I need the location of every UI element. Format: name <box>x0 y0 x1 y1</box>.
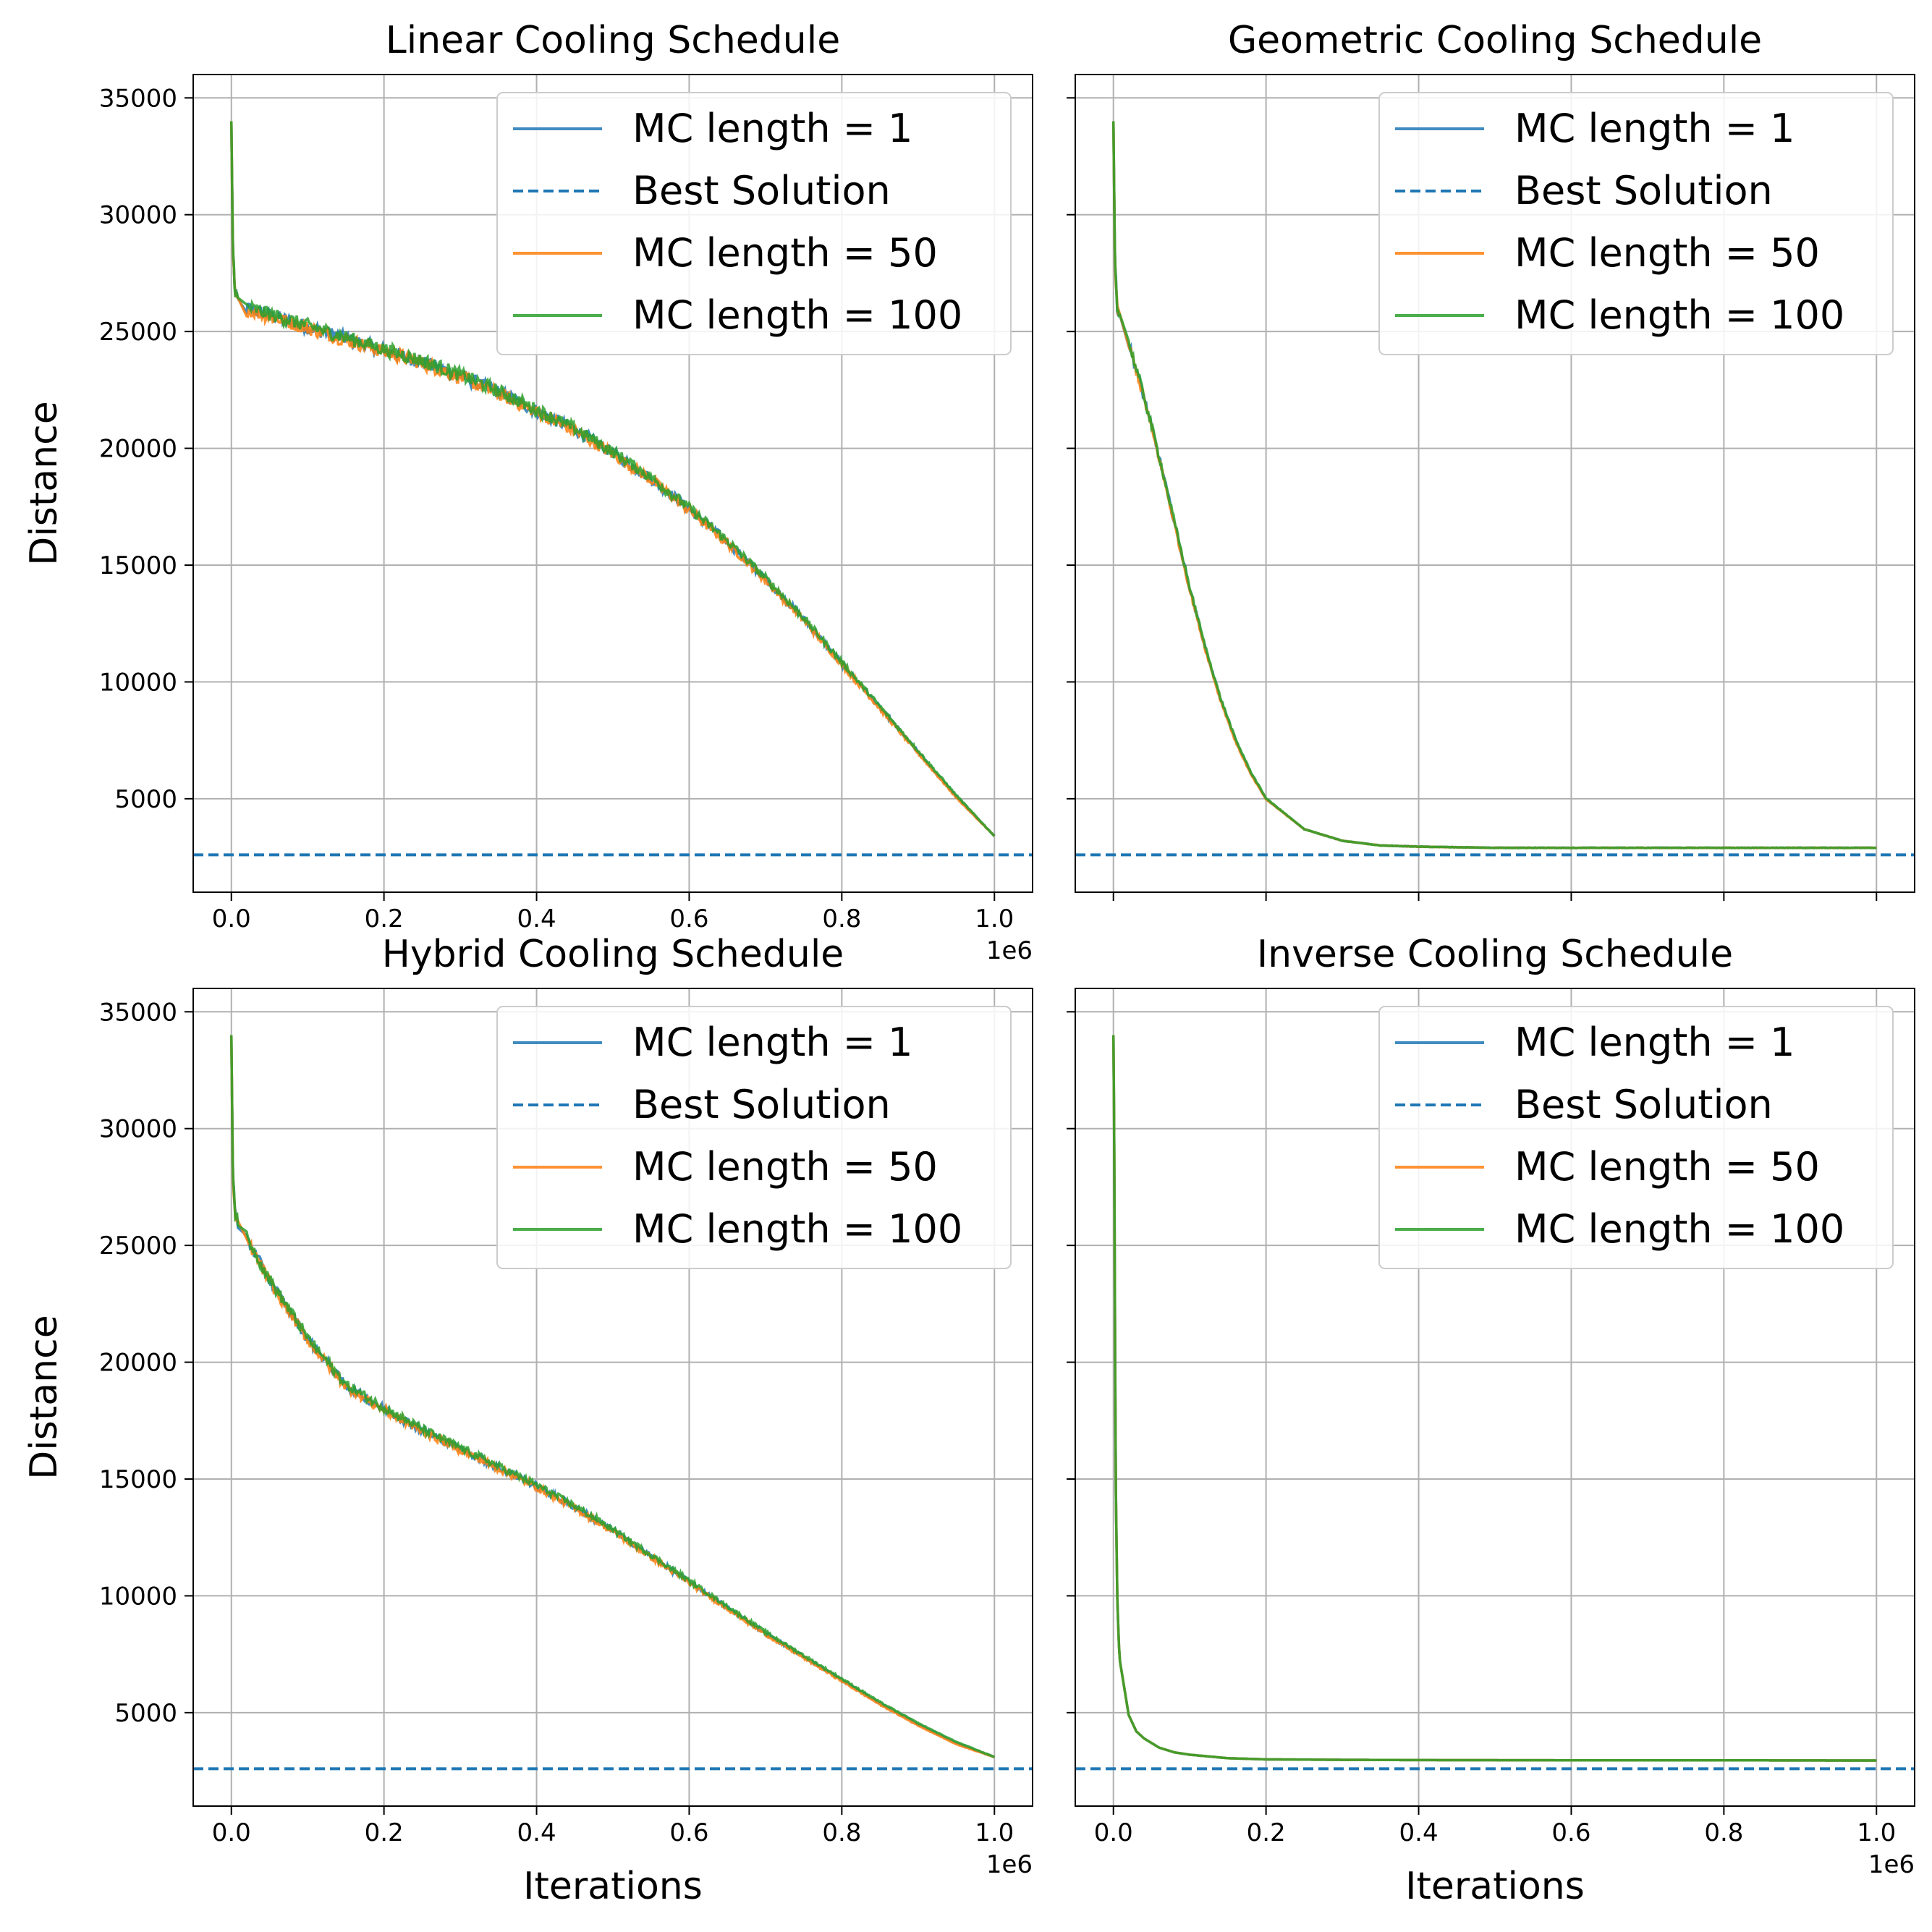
axes-frame <box>192 988 1033 1807</box>
legend-label-mc-length-1: MC length = 1 <box>632 106 913 151</box>
x-tick-label: 0.6 <box>669 904 708 933</box>
x-tick-label: 0.0 <box>212 1818 251 1847</box>
legend-label-mc-length-50: MC length = 50 <box>1514 1144 1820 1190</box>
legend-label-mc-length-100: MC length = 100 <box>1514 1206 1844 1252</box>
x-axis-label: Iterations <box>523 1865 703 1908</box>
x-tick-label: 0.4 <box>517 1818 556 1847</box>
legend: MC length = 1 Best Solution MC length = 50… <box>496 1006 1012 1269</box>
x-tick-label: 0.6 <box>1551 1818 1590 1847</box>
y-axis-label: Distance <box>22 1315 66 1479</box>
legend-label-best-solution: Best Solution <box>632 168 891 213</box>
axes-frame <box>1075 988 1915 1807</box>
legend-box <box>496 92 1012 355</box>
legend-label-mc-length-50: MC length = 50 <box>632 1144 938 1190</box>
series-line-mc-length-100 <box>1111 121 1877 850</box>
x-tick-label: 1.0 <box>975 904 1014 933</box>
y-tick-label: 15000 <box>99 1465 177 1494</box>
legend-label-best-solution: Best Solution <box>1514 1082 1773 1127</box>
x-tick-label: 0.0 <box>1094 1818 1133 1847</box>
y-axis-label: Distance <box>22 401 66 565</box>
series-line-mc-length-100 <box>229 1035 996 1758</box>
y-tick-label: 10000 <box>99 1582 177 1611</box>
series-group <box>1111 121 1877 850</box>
panel-hybrid: 0.0 0.2 0.4 0.6 0.8 1.0 1e6 5000 10000 15000 20000… <box>22 933 1033 1908</box>
legend-label-mc-length-100: MC length = 100 <box>632 292 962 338</box>
y-tick-label: 5000 <box>114 785 177 814</box>
chart-title: Geometric Cooling Schedule <box>1228 19 1762 62</box>
axes-frame <box>192 74 1033 893</box>
x-offset-label: 1e6 <box>986 1850 1033 1879</box>
legend-label-mc-length-1: MC length = 1 <box>1514 1020 1795 1065</box>
x-tick-label: 0.2 <box>365 904 404 933</box>
x-tick-label: 0.6 <box>669 1818 708 1847</box>
y-tick-label: 35000 <box>99 84 177 113</box>
legend-label-best-solution: Best Solution <box>1514 168 1773 213</box>
legend: MC length = 1 Best Solution MC length = 50… <box>496 92 1012 355</box>
chart-title: Hybrid Cooling Schedule <box>382 933 844 976</box>
x-tick-label: 0.8 <box>822 904 861 933</box>
y-tick-label: 20000 <box>99 1349 177 1378</box>
panel-geometric: Geometric Cooling Schedule MC length = 1 B… <box>1067 19 1915 901</box>
grid <box>1075 75 1915 892</box>
x-tick-label: 0.0 <box>212 904 251 933</box>
legend-label-mc-length-50: MC length = 50 <box>632 230 938 276</box>
legend-label-best-solution: Best Solution <box>632 1082 891 1127</box>
series-group <box>229 121 996 837</box>
chart-title: Linear Cooling Schedule <box>386 19 840 62</box>
legend: MC length = 1 Best Solution MC length = 50… <box>1378 92 1894 355</box>
legend-label-mc-length-1: MC length = 1 <box>632 1020 913 1065</box>
legend-box <box>496 1006 1012 1269</box>
series-line-mc-length-100 <box>1111 1035 1877 1762</box>
x-axis-label: Iterations <box>1405 1865 1585 1908</box>
axes-frame <box>1075 74 1915 893</box>
x-offset-label: 1e6 <box>1868 1850 1915 1879</box>
y-tick-label: 35000 <box>99 998 177 1027</box>
y-tick-label: 30000 <box>99 201 177 230</box>
x-tick-label: 1.0 <box>975 1818 1014 1847</box>
x-tick-label: 0.4 <box>1399 1818 1439 1847</box>
y-tick-label: 30000 <box>99 1115 177 1144</box>
x-tick-label: 0.8 <box>822 1818 861 1847</box>
legend-label-mc-length-100: MC length = 100 <box>1514 292 1844 338</box>
legend-box <box>1378 1006 1894 1269</box>
y-tick-label: 25000 <box>99 1232 177 1261</box>
legend-label-mc-length-1: MC length = 1 <box>1514 106 1795 151</box>
legend: MC length = 1 Best Solution MC length = 50… <box>1378 1006 1894 1269</box>
x-tick-label: 0.8 <box>1704 1818 1743 1847</box>
x-tick-label: 0.2 <box>1247 1818 1286 1847</box>
y-tick-label: 5000 <box>114 1699 177 1728</box>
panel-inverse: 0.0 0.2 0.4 0.6 0.8 1.0 1e6 Inverse Cooling Sch… <box>1067 933 1915 1908</box>
x-tick-label: 1.0 <box>1857 1818 1896 1847</box>
x-tick-label: 0.4 <box>517 904 556 933</box>
chart-title: Inverse Cooling Schedule <box>1257 933 1733 976</box>
legend-label-mc-length-100: MC length = 100 <box>632 1206 962 1252</box>
series-group <box>229 1035 996 1759</box>
series-group <box>1111 1035 1877 1762</box>
legend-label-mc-length-50: MC length = 50 <box>1514 230 1820 276</box>
y-tick-label: 10000 <box>99 668 177 697</box>
x-tick-label: 0.2 <box>365 1818 404 1847</box>
y-tick-label: 15000 <box>99 551 177 580</box>
series-line-mc-length-100 <box>229 121 996 837</box>
y-tick-label: 20000 <box>99 435 177 464</box>
y-tick-label: 25000 <box>99 318 177 347</box>
panel-linear: 0.0 0.2 0.4 0.6 0.8 1.0 1e6 5000 10000 15000 20000… <box>22 19 1033 965</box>
legend-box <box>1378 92 1894 355</box>
x-offset-label: 1e6 <box>986 936 1033 965</box>
